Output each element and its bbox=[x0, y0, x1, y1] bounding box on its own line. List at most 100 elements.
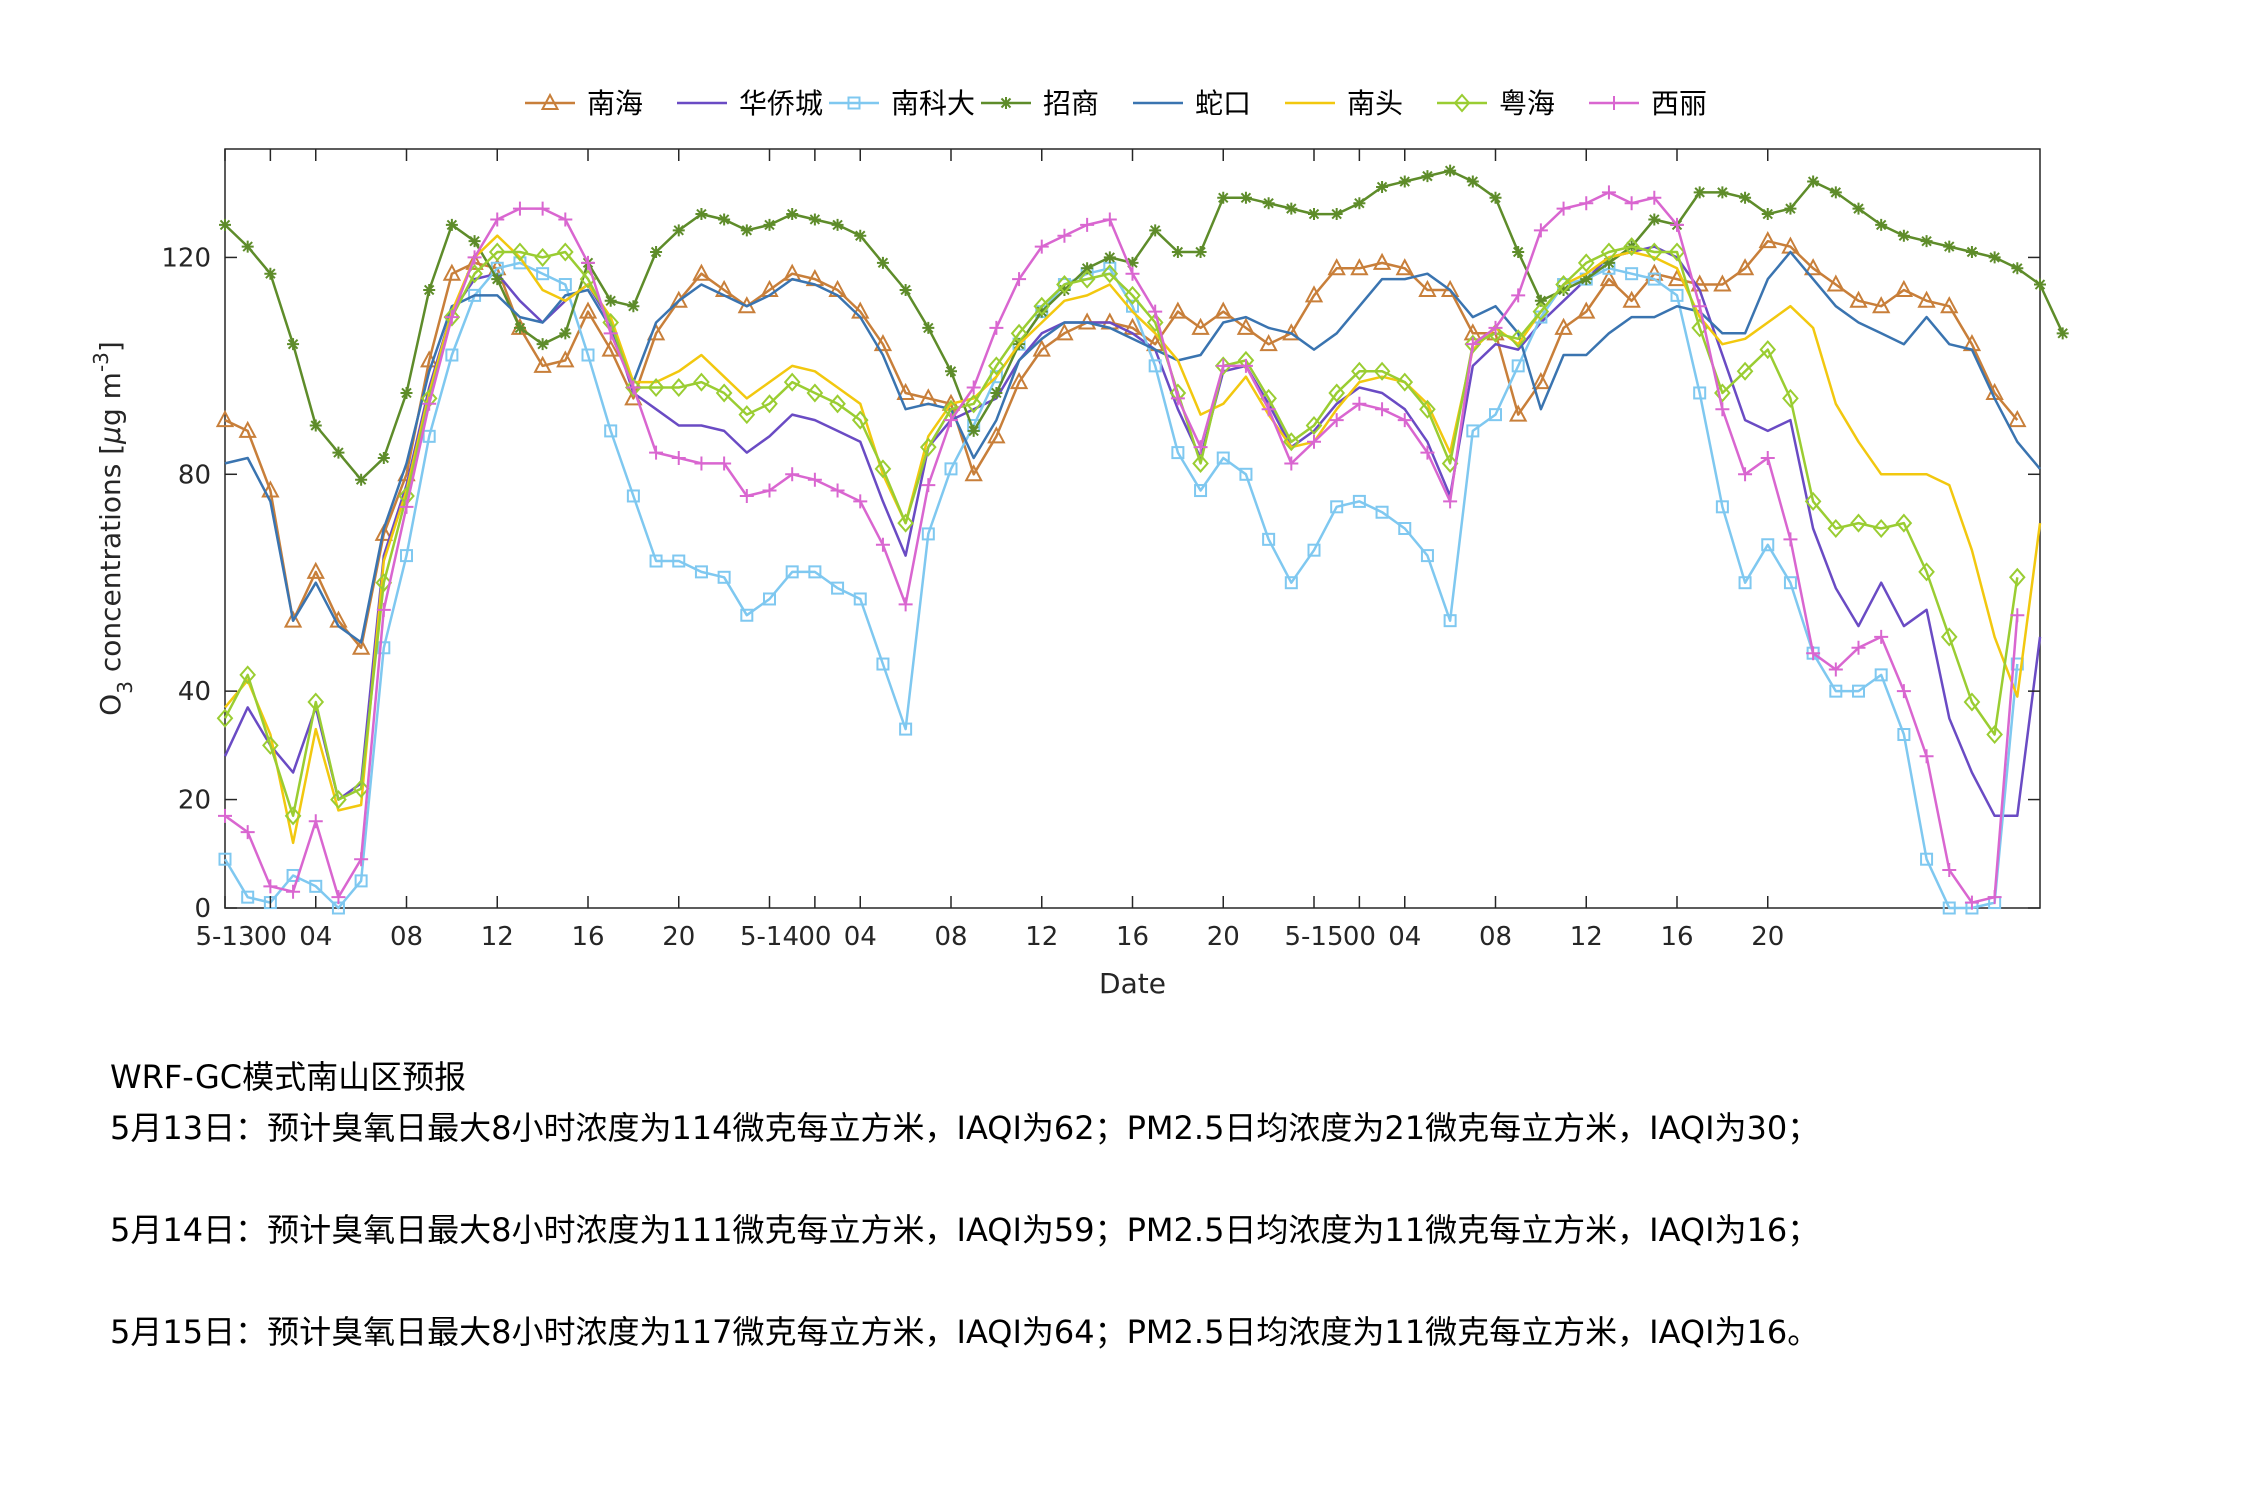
marker-plus bbox=[1352, 396, 1367, 411]
marker-plus bbox=[490, 212, 505, 227]
marker-square bbox=[1761, 538, 1775, 552]
legend-label: 南头 bbox=[1347, 87, 1403, 120]
marker-star bbox=[445, 218, 458, 231]
marker-diamond bbox=[647, 378, 665, 398]
marker-triangle bbox=[261, 480, 280, 498]
marker-plus bbox=[444, 310, 459, 325]
x-tick-label: 04 bbox=[299, 922, 332, 952]
marker-diamond bbox=[919, 437, 937, 457]
marker-square bbox=[1216, 451, 1230, 465]
marker-diamond bbox=[1623, 237, 1640, 257]
marker-square bbox=[241, 890, 255, 904]
marker-diamond bbox=[1782, 388, 1799, 408]
marker-square bbox=[1738, 576, 1752, 590]
legend-label: 蛇口 bbox=[1195, 87, 1251, 120]
x-tick-label: 00 bbox=[1343, 922, 1376, 952]
marker-triangle bbox=[1735, 258, 1755, 276]
marker-diamond bbox=[1645, 242, 1663, 262]
marker-triangle bbox=[1418, 279, 1437, 297]
marker-square bbox=[1398, 522, 1412, 535]
marker-plus bbox=[649, 445, 664, 460]
marker-plus bbox=[671, 451, 686, 466]
marker-star bbox=[763, 218, 776, 231]
marker-star bbox=[355, 473, 368, 486]
marker-square bbox=[1715, 500, 1729, 514]
marker-star bbox=[1739, 191, 1752, 204]
marker-diamond bbox=[693, 372, 710, 392]
marker-star bbox=[1081, 262, 1094, 275]
forecast-line-3: 5月15日：预计臭氧日最大8小时浓度为117微克每立方米，IAQI为64；PM2… bbox=[110, 1313, 1820, 1351]
marker-diamond bbox=[1827, 518, 1845, 539]
marker-plus bbox=[263, 879, 278, 894]
marker-plus bbox=[694, 456, 709, 471]
y-label-unit: g m bbox=[94, 372, 127, 426]
marker-square bbox=[1874, 668, 1888, 682]
marker-square bbox=[536, 267, 550, 281]
marker-star bbox=[1512, 246, 1525, 259]
x-tick-label: 20 bbox=[1751, 922, 1784, 952]
marker-triangle bbox=[1395, 258, 1414, 276]
marker-square bbox=[1647, 272, 1661, 286]
marker-plus bbox=[1488, 320, 1503, 335]
marker-diamond bbox=[1214, 356, 1232, 376]
marker-diamond bbox=[1600, 242, 1618, 262]
marker-diamond bbox=[1351, 361, 1368, 381]
marker-plus bbox=[1443, 494, 1458, 509]
marker-plus bbox=[717, 456, 732, 471]
x-tick-label: 5-15 bbox=[1284, 922, 1343, 952]
marker-diamond bbox=[556, 242, 574, 262]
forecast-text: WRF-GC模式南山区预报 5月13日：预计臭氧日最大8小时浓度为114微克每立… bbox=[110, 1052, 2190, 1358]
marker-star bbox=[1761, 208, 1774, 221]
marker-diamond bbox=[216, 708, 234, 728]
marker-square bbox=[1443, 614, 1457, 628]
x-tick-label: 12 bbox=[481, 922, 514, 952]
marker-square bbox=[694, 565, 708, 579]
marker-star bbox=[1829, 186, 1842, 199]
marker-square bbox=[1171, 446, 1185, 460]
marker-plus bbox=[1420, 445, 1435, 460]
y-label-o: O bbox=[94, 694, 127, 716]
marker-star bbox=[1943, 240, 1956, 253]
marker-star bbox=[1126, 256, 1139, 269]
marker-star bbox=[1602, 256, 1615, 269]
legend-label: 粤海 bbox=[1499, 87, 1555, 120]
marker-plus bbox=[875, 537, 890, 552]
marker-plus bbox=[1607, 96, 1621, 110]
marker-diamond bbox=[488, 242, 506, 262]
marker-plus bbox=[830, 483, 845, 498]
marker-square bbox=[1375, 505, 1389, 519]
marker-diamond bbox=[1918, 562, 1935, 582]
marker-square bbox=[1194, 484, 1208, 498]
x-tick-label: 16 bbox=[1660, 922, 1693, 952]
marker-diamond bbox=[1033, 296, 1051, 316]
marker-plus bbox=[1533, 223, 1548, 238]
marker-plus bbox=[1828, 662, 1843, 677]
marker-plus bbox=[422, 396, 437, 411]
marker-plus bbox=[762, 483, 777, 498]
marker-square bbox=[899, 722, 913, 736]
marker-square bbox=[1511, 359, 1525, 373]
marker-diamond bbox=[1759, 340, 1777, 360]
marker-star bbox=[604, 294, 617, 307]
marker-square bbox=[649, 554, 663, 568]
marker-diamond bbox=[1056, 275, 1073, 295]
y-tick-label: 40 bbox=[178, 677, 211, 707]
marker-plus bbox=[1125, 266, 1140, 281]
marker-plus bbox=[308, 814, 323, 829]
marker-diamond bbox=[1373, 361, 1391, 381]
series-3 bbox=[219, 164, 2069, 486]
marker-square bbox=[808, 565, 822, 579]
marker-triangle bbox=[306, 561, 325, 579]
marker-square bbox=[847, 96, 861, 110]
y-label-mu: μ bbox=[94, 426, 127, 445]
y-label-text: concentrations [ bbox=[94, 444, 127, 681]
marker-triangle bbox=[1917, 290, 1936, 308]
marker-square bbox=[1920, 852, 1934, 866]
marker-star bbox=[559, 327, 572, 340]
marker-square bbox=[1942, 901, 1956, 915]
marker-diamond bbox=[1328, 383, 1346, 403]
marker-triangle bbox=[1055, 323, 1074, 341]
marker-plus bbox=[1692, 299, 1707, 314]
marker-triangle bbox=[1032, 339, 1051, 357]
marker-diamond bbox=[670, 378, 688, 398]
